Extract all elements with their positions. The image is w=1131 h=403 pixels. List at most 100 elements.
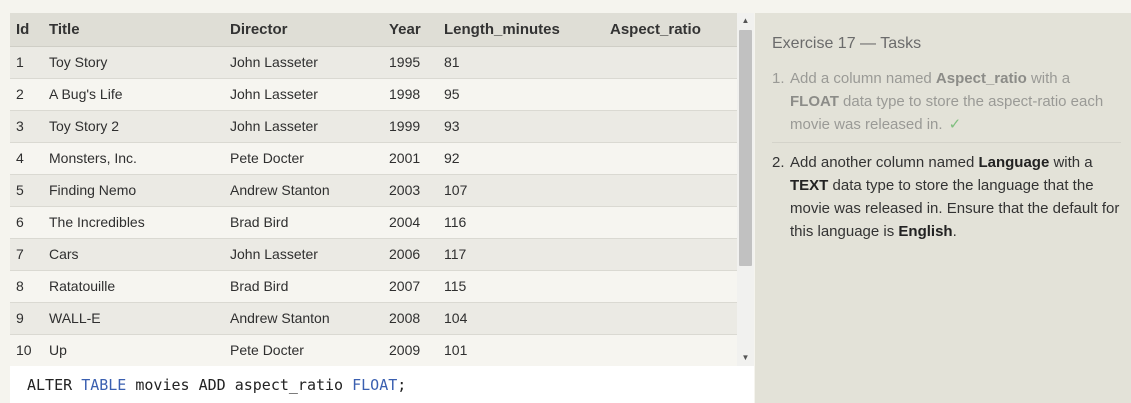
cell-length-minutes: 116 — [438, 206, 604, 239]
table-header-row: Id Title Director Year Length_minutes Aspect_… — [10, 13, 738, 47]
scroll-thumb[interactable] — [739, 30, 752, 266]
cell-year: 2003 — [383, 174, 438, 207]
task-text: with a — [1049, 154, 1093, 171]
cell-aspect-ratio — [604, 110, 738, 143]
cell-length-minutes: 115 — [438, 270, 604, 303]
task-text: Add another column named — [790, 154, 979, 171]
column-header-director: Director — [224, 13, 383, 47]
task-emphasis: English — [898, 223, 953, 240]
cell-year: 2006 — [383, 238, 438, 271]
cell-length-minutes: 81 — [438, 46, 604, 79]
results-table-container[interactable]: Id Title Director Year Length_minutes Aspect_… — [10, 13, 754, 366]
cell-id: 6 — [10, 206, 43, 239]
task-divider — [772, 142, 1121, 143]
cell-aspect-ratio — [604, 238, 738, 271]
sql-keyword: TABLE — [81, 376, 127, 394]
table-row: 3 Toy Story 2 John Lasseter 1999 93 — [10, 110, 738, 143]
task-list: 1. Add a column named Aspect_ratio with a… — [772, 67, 1121, 243]
cell-director: Brad Bird — [224, 206, 383, 239]
table-row: 6 The Incredibles Brad Bird 2004 116 — [10, 206, 738, 239]
results-table: Id Title Director Year Length_minutes Aspect_… — [10, 13, 738, 366]
cell-title: WALL-E — [43, 302, 224, 335]
table-row: 4 Monsters, Inc. Pete Docter 2001 92 — [10, 142, 738, 175]
cell-length-minutes: 93 — [438, 110, 604, 143]
task-number: 2. — [772, 154, 785, 171]
cell-director: Pete Docter — [224, 334, 383, 366]
cell-id: 8 — [10, 270, 43, 303]
table-row: 10 Up Pete Docter 2009 101 — [10, 334, 738, 366]
cell-year: 1995 — [383, 46, 438, 79]
cell-year: 2008 — [383, 302, 438, 335]
cell-length-minutes: 117 — [438, 238, 604, 271]
cell-aspect-ratio — [604, 206, 738, 239]
task-description: Add a column named Aspect_ratio with a F… — [790, 67, 1121, 136]
table-scrollbar[interactable]: ▲ ▼ — [737, 13, 754, 366]
cell-year: 1999 — [383, 110, 438, 143]
column-header-length-minutes: Length_minutes — [438, 13, 604, 47]
sql-query-line[interactable]: ALTER TABLE movies ADD aspect_ratio FLOA… — [27, 376, 406, 394]
task-emphasis: Aspect_ratio — [935, 70, 1027, 87]
cell-year: 2009 — [383, 334, 438, 366]
column-header-year: Year — [383, 13, 438, 47]
cell-aspect-ratio — [604, 302, 738, 335]
task-description: Add another column named Language with a… — [790, 151, 1121, 243]
sql-text: ; — [397, 376, 407, 394]
cell-id: 4 — [10, 142, 43, 175]
scroll-up-icon[interactable]: ▲ — [741, 16, 750, 25]
cell-director: John Lasseter — [224, 78, 383, 111]
task-text: with a — [1026, 70, 1071, 87]
cell-length-minutes: 107 — [438, 174, 604, 207]
cell-director: John Lasseter — [224, 110, 383, 143]
cell-title: Cars — [43, 238, 224, 271]
sql-editor[interactable]: ALTER TABLE movies ADD aspect_ratio FLOA… — [10, 366, 754, 403]
task-emphasis: Language — [978, 154, 1050, 171]
cell-director: Andrew Stanton — [224, 174, 383, 207]
cell-year: 2001 — [383, 142, 438, 175]
table-row: 8 Ratatouille Brad Bird 2007 115 — [10, 270, 738, 303]
cell-year: 2004 — [383, 206, 438, 239]
task-emphasis: FLOAT — [790, 93, 839, 110]
cell-director: Andrew Stanton — [224, 302, 383, 335]
table-row: 7 Cars John Lasseter 2006 117 — [10, 238, 738, 271]
task-emphasis: TEXT — [790, 177, 829, 194]
cell-length-minutes: 92 — [438, 142, 604, 175]
column-header-title: Title — [43, 13, 224, 47]
table-row: 5 Finding Nemo Andrew Stanton 2003 107 — [10, 174, 738, 207]
cell-director: Pete Docter — [224, 142, 383, 175]
task-text: data type to store the language that the… — [790, 177, 1120, 240]
table-row: 1 Toy Story John Lasseter 1995 81 — [10, 46, 738, 79]
checkmark-icon: ✓ — [948, 116, 962, 133]
cell-director: Brad Bird — [224, 270, 383, 303]
cell-title: Toy Story — [43, 46, 224, 79]
cell-id: 1 — [10, 46, 43, 79]
sql-text: movies ADD aspect_ratio — [126, 376, 353, 394]
cell-length-minutes: 95 — [438, 78, 604, 111]
cell-aspect-ratio — [604, 270, 738, 303]
cell-title: Monsters, Inc. — [43, 142, 224, 175]
cell-id: 2 — [10, 78, 43, 111]
task-item-1: 1. Add a column named Aspect_ratio with a… — [772, 67, 1121, 140]
cell-title: The Incredibles — [43, 206, 224, 239]
cell-aspect-ratio — [604, 334, 738, 366]
cell-length-minutes: 101 — [438, 334, 604, 366]
cell-aspect-ratio — [604, 78, 738, 111]
task-text: . — [952, 223, 957, 240]
scroll-down-icon[interactable]: ▼ — [741, 353, 750, 362]
cell-id: 3 — [10, 110, 43, 143]
cell-year: 1998 — [383, 78, 438, 111]
cell-length-minutes: 104 — [438, 302, 604, 335]
table-row: 9 WALL-E Andrew Stanton 2008 104 — [10, 302, 738, 335]
cell-director: John Lasseter — [224, 238, 383, 271]
cell-title: Finding Nemo — [43, 174, 224, 207]
cell-title: Up — [43, 334, 224, 366]
cell-id: 5 — [10, 174, 43, 207]
table-body: 1 Toy Story John Lasseter 1995 81 2 A Bug's Li… — [10, 46, 738, 366]
sql-text: ALTER — [27, 376, 82, 394]
cell-id: 9 — [10, 302, 43, 335]
cell-aspect-ratio — [604, 142, 738, 175]
task-text: data type to store the aspect-ratio each… — [790, 93, 1104, 133]
column-header-id: Id — [10, 13, 43, 47]
sql-keyword: FLOAT — [352, 376, 398, 394]
cell-year: 2007 — [383, 270, 438, 303]
